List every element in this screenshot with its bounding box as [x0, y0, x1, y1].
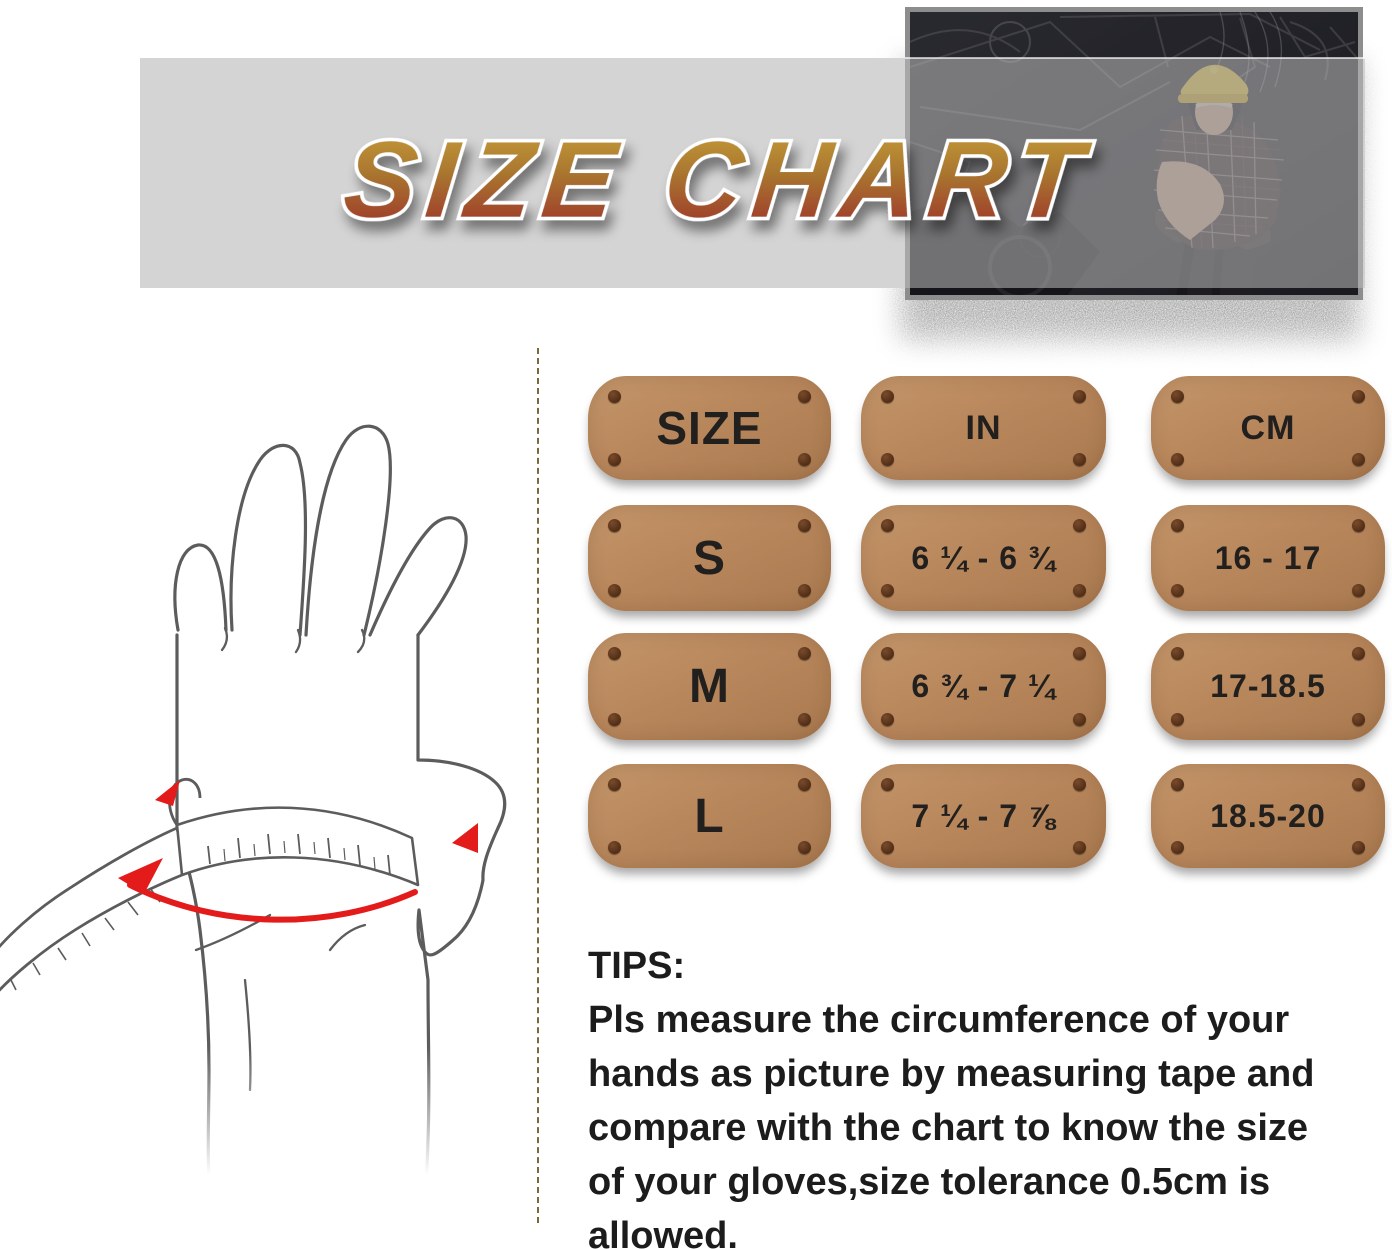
svg-text:SIZE CHART: SIZE CHART: [339, 119, 1098, 240]
